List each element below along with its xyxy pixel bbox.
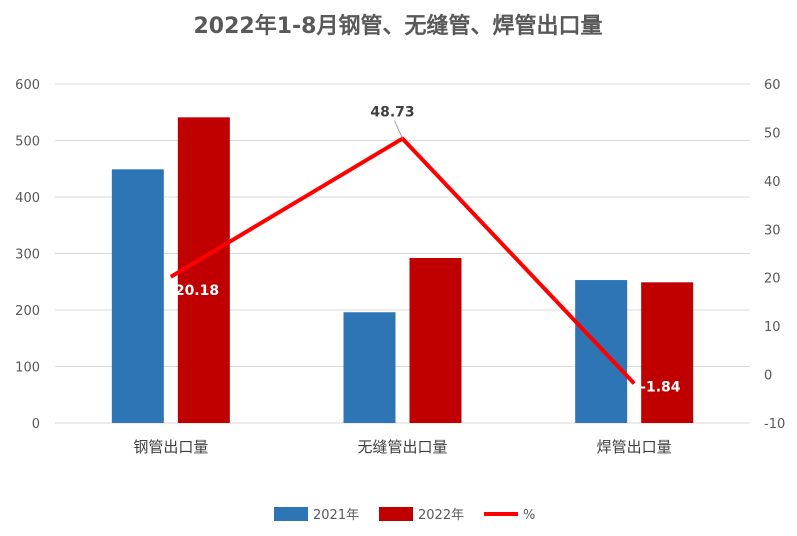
right-tick-label: 30 [764,223,781,238]
category-labels: 钢管出口量 无缝管出口量 焊管出口量 [133,438,671,456]
right-tick-label: 40 [764,175,781,190]
right-axis-ticks: -10 0 10 20 30 40 50 60 [764,78,785,432]
left-tick-label: 100 [15,361,40,376]
left-tick-label: 0 [32,417,40,432]
legend-label: % [523,508,535,523]
legend-label: 2021年 [313,508,359,523]
right-tick-label: 10 [764,320,781,335]
left-tick-label: 200 [15,304,40,319]
right-tick-label: 0 [764,369,772,384]
pct-data-label: 20.18 [175,283,219,299]
bar-series2 [409,258,462,423]
pct-line-path [169,136,636,385]
left-axis-ticks: 0 100 200 300 400 500 600 [15,78,40,432]
label-leader-line [394,120,403,139]
legend-swatch [379,507,413,521]
legend: 2021年 2022年% [274,507,535,523]
legend-swatch [274,507,308,521]
left-tick-label: 600 [15,78,40,93]
bars [111,117,694,424]
pct-line: 20.18 48.73 -1.84 [169,105,681,395]
legend-label: 2022年 [418,508,464,523]
category-label: 焊管出口量 [597,438,672,456]
category-label: 钢管出口量 [133,438,208,456]
bar-series1 [111,169,164,423]
category-label: 无缝管出口量 [357,438,447,456]
left-tick-label: 300 [15,248,40,263]
right-tick-label: 20 [764,272,781,287]
bar-series1 [343,312,396,423]
right-tick-label: 60 [764,78,781,93]
left-tick-label: 500 [15,135,40,150]
right-tick-label: 50 [764,126,781,141]
left-tick-label: 400 [15,191,40,206]
chart-title: 2022年1-8月钢管、无缝管、焊管出口量 [194,13,603,39]
bar-series2 [177,117,230,424]
bar-series1 [575,280,628,423]
pct-data-label: -1.84 [640,379,681,395]
pct-data-label: 48.73 [370,105,414,121]
right-tick-label: -10 [764,417,785,432]
bar-series2 [641,282,694,423]
